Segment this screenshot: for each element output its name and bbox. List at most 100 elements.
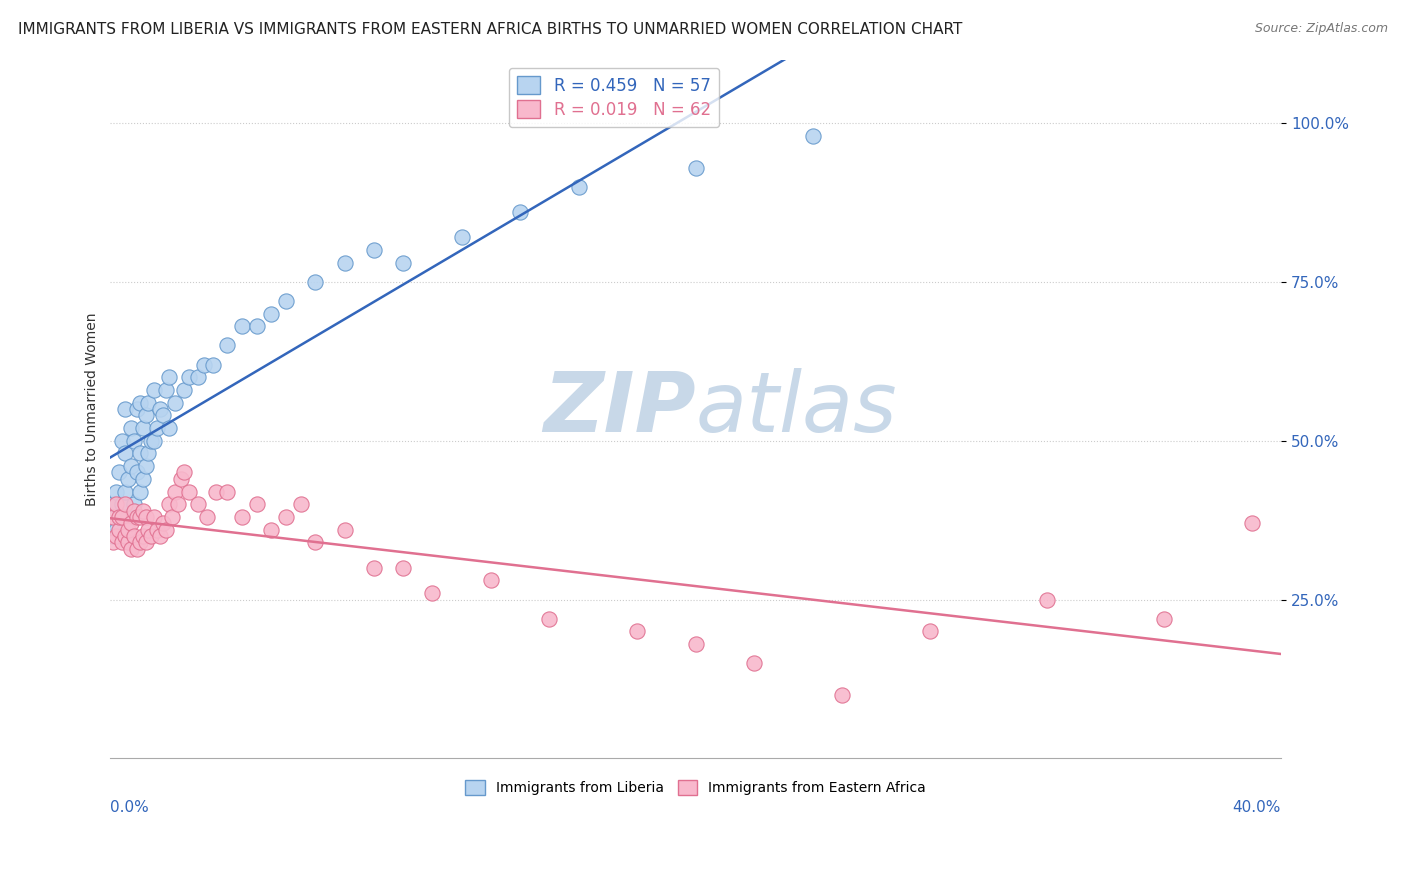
Point xyxy=(120,516,142,531)
Point xyxy=(131,472,153,486)
Point xyxy=(179,370,201,384)
Point xyxy=(146,421,169,435)
Point xyxy=(138,523,160,537)
Point xyxy=(135,535,157,549)
Point xyxy=(114,484,136,499)
Point xyxy=(138,395,160,409)
Point xyxy=(742,656,765,670)
Point xyxy=(685,637,707,651)
Point xyxy=(114,529,136,543)
Point xyxy=(114,497,136,511)
Point xyxy=(155,523,177,537)
Point xyxy=(103,497,125,511)
Point xyxy=(173,383,195,397)
Point xyxy=(128,510,150,524)
Point xyxy=(274,293,297,308)
Point xyxy=(831,688,853,702)
Text: Source: ZipAtlas.com: Source: ZipAtlas.com xyxy=(1254,22,1388,36)
Point xyxy=(149,401,172,416)
Point xyxy=(125,541,148,556)
Point xyxy=(108,510,131,524)
Point xyxy=(105,523,128,537)
Point xyxy=(135,459,157,474)
Point xyxy=(160,510,183,524)
Point xyxy=(105,497,128,511)
Point xyxy=(152,409,174,423)
Legend: Immigrants from Liberia, Immigrants from Eastern Africa: Immigrants from Liberia, Immigrants from… xyxy=(460,774,932,800)
Point xyxy=(146,523,169,537)
Point xyxy=(105,484,128,499)
Point xyxy=(450,230,472,244)
Point xyxy=(141,529,163,543)
Point xyxy=(108,510,131,524)
Text: IMMIGRANTS FROM LIBERIA VS IMMIGRANTS FROM EASTERN AFRICA BIRTHS TO UNMARRIED WO: IMMIGRANTS FROM LIBERIA VS IMMIGRANTS FR… xyxy=(18,22,963,37)
Point xyxy=(120,421,142,435)
Point xyxy=(246,319,269,334)
Point xyxy=(217,338,239,352)
Point xyxy=(117,472,139,486)
Point xyxy=(103,510,125,524)
Point xyxy=(246,497,269,511)
Point xyxy=(479,574,502,588)
Point xyxy=(114,401,136,416)
Point xyxy=(152,516,174,531)
Point xyxy=(1036,592,1059,607)
Point xyxy=(193,358,215,372)
Point xyxy=(166,497,188,511)
Point xyxy=(179,484,201,499)
Point xyxy=(304,275,326,289)
Point xyxy=(201,358,224,372)
Point xyxy=(117,510,139,524)
Point xyxy=(918,624,941,639)
Point xyxy=(114,446,136,460)
Point xyxy=(149,529,172,543)
Point xyxy=(105,529,128,543)
Point xyxy=(538,611,561,625)
Point xyxy=(290,497,312,511)
Point xyxy=(143,434,166,448)
Point xyxy=(422,586,444,600)
Point xyxy=(333,256,356,270)
Point xyxy=(141,434,163,448)
Point xyxy=(122,497,145,511)
Point xyxy=(111,497,134,511)
Point xyxy=(1153,611,1175,625)
Point xyxy=(685,161,707,175)
Point xyxy=(131,421,153,435)
Text: 0.0%: 0.0% xyxy=(111,800,149,815)
Point xyxy=(111,510,134,524)
Text: 40.0%: 40.0% xyxy=(1233,800,1281,815)
Point xyxy=(125,510,148,524)
Point xyxy=(131,503,153,517)
Point xyxy=(509,205,531,219)
Point xyxy=(195,510,218,524)
Point xyxy=(363,243,385,257)
Point xyxy=(120,541,142,556)
Point xyxy=(231,319,253,334)
Text: ZIP: ZIP xyxy=(543,368,696,450)
Point xyxy=(122,529,145,543)
Point xyxy=(111,434,134,448)
Y-axis label: Births to Unmarried Women: Births to Unmarried Women xyxy=(86,312,100,506)
Point xyxy=(128,395,150,409)
Point xyxy=(169,472,191,486)
Point xyxy=(204,484,226,499)
Point xyxy=(117,523,139,537)
Point xyxy=(143,383,166,397)
Point xyxy=(103,529,125,543)
Point xyxy=(260,307,283,321)
Point xyxy=(125,401,148,416)
Point xyxy=(626,624,648,639)
Point xyxy=(125,466,148,480)
Point xyxy=(231,510,253,524)
Point xyxy=(568,179,591,194)
Text: atlas: atlas xyxy=(696,368,897,450)
Point xyxy=(304,535,326,549)
Point xyxy=(128,446,150,460)
Point xyxy=(1240,516,1263,531)
Point xyxy=(392,561,415,575)
Point xyxy=(187,497,209,511)
Point xyxy=(128,484,150,499)
Point xyxy=(163,395,186,409)
Point xyxy=(108,523,131,537)
